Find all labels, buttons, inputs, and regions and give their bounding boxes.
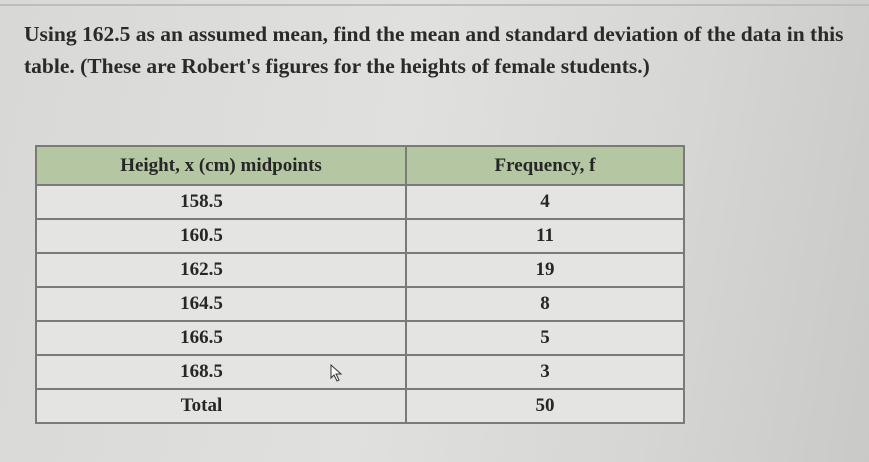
table-row: 168.5 3 (35, 354, 685, 390)
total-label: Total (35, 388, 407, 424)
total-value: 50 (405, 388, 685, 424)
height-cell: 158.5 (35, 184, 407, 220)
table-row: 166.5 5 (35, 320, 685, 356)
header-height: Height, x (cm) midpoints (35, 145, 407, 186)
frequency-cell: 11 (405, 218, 685, 254)
frequency-cell: 19 (405, 252, 685, 288)
frequency-cell: 5 (405, 320, 685, 356)
total-row: Total 50 (35, 388, 685, 424)
frequency-cell: 8 (405, 286, 685, 322)
height-cell: 164.5 (35, 286, 407, 322)
divider (0, 4, 869, 6)
header-frequency: Frequency, f (405, 145, 685, 186)
frequency-cell: 3 (405, 354, 685, 390)
frequency-cell: 4 (405, 184, 685, 220)
question-text: Using 162.5 as an assumed mean, find the… (24, 22, 844, 78)
height-cell: 168.5 (35, 354, 407, 390)
height-cell: 162.5 (35, 252, 407, 288)
table-row: 164.5 8 (35, 286, 685, 322)
table-row: 162.5 19 (35, 252, 685, 288)
height-cell: 166.5 (35, 320, 407, 356)
table-row: 160.5 11 (35, 218, 685, 254)
frequency-table: Height, x (cm) midpoints Frequency, f 15… (35, 145, 685, 424)
height-cell: 160.5 (35, 218, 407, 254)
mouse-cursor-icon (330, 364, 343, 382)
table-header-row: Height, x (cm) midpoints Frequency, f (35, 145, 685, 186)
table-row: 158.5 4 (35, 184, 685, 220)
